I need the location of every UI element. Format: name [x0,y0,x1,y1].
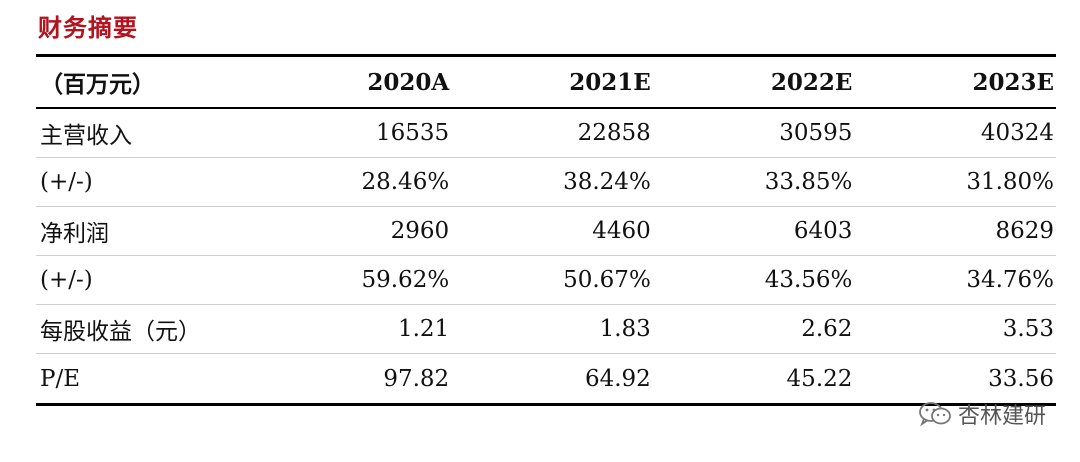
row-label: 主营收入 [40,123,132,149]
table-header-row: （百万元） 2020A 2021E 2022E 2023E [36,57,1056,109]
watermark-text: 杏林建研 [957,404,1046,429]
table-cell: 45.22 [786,365,853,392]
wechat-icon [919,402,951,427]
table-cell: 30595 [779,120,853,146]
table-cell: 34.76% [966,267,1055,293]
table-cell: 28.46% [361,169,450,195]
table-cell: 6403 [793,218,853,244]
table-cell: 38.24% [563,169,651,195]
table-cell: 8629 [995,218,1055,244]
table-row: P/E 97.82 64.92 45.22 33.56 [36,354,1056,403]
row-label: 每股收益（元） [40,319,201,345]
watermark: 杏林建研 [918,398,1046,430]
financial-summary-table: （百万元） 2020A 2021E 2022E 2023E 主营收入 16535… [36,54,1056,406]
page-title: 财务摘要 [38,14,138,42]
table-cell: 1.21 [397,316,450,342]
table-cell: 31.80% [966,169,1055,195]
table-cell: 50.67% [563,267,651,293]
table-cell: 22858 [577,120,651,146]
table-row: 每股收益（元） 1.21 1.83 2.62 3.53 [36,305,1056,354]
table-cell: 97.82 [383,365,450,392]
header-col-2022e: 2022E [770,68,853,96]
row-label: 净利润 [40,221,109,247]
table-cell: 64.92 [584,365,651,392]
table-cell: 2.62 [801,316,853,342]
table-cell: 3.53 [1002,316,1055,342]
table-row: (+/-) 59.62% 50.67% 43.56% 34.76% [36,256,1056,305]
header-unit-label: （百万元） [40,71,155,98]
table-row: 净利润 2960 4460 6403 8629 [36,207,1056,256]
row-label: P/E [40,365,81,392]
header-col-2021e: 2021E [569,68,651,96]
header-col-2023e: 2023E [972,68,1055,96]
table-cell: 59.62% [361,267,450,293]
table-cell: 43.56% [764,267,853,293]
table-row: (+/-) 28.46% 38.24% 33.85% 31.80% [36,158,1056,207]
table-cell: 33.85% [764,169,853,195]
table-cell: 16535 [376,120,450,146]
table-cell: 2960 [390,218,450,244]
table-cell: 33.56 [988,365,1055,392]
table-cell: 1.83 [599,316,651,342]
table-cell: 4460 [592,218,651,244]
row-label: (+/-) [40,169,93,195]
header-col-2020a: 2020A [367,68,450,96]
table-cell: 40324 [980,120,1055,146]
table-row: 主营收入 16535 22858 30595 40324 [36,109,1056,158]
row-label: (+/-) [40,267,93,293]
